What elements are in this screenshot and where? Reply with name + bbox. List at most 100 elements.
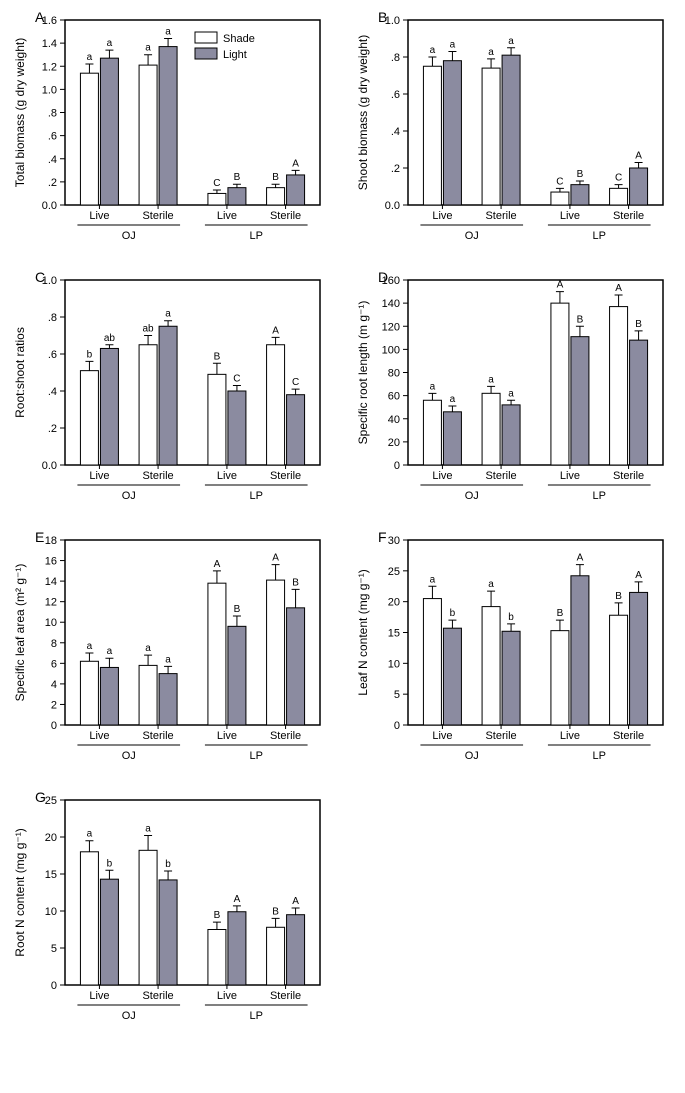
- y-axis-title: Specific leaf area (m² g⁻¹): [13, 564, 27, 702]
- svg-text:B: B: [214, 351, 221, 362]
- bar-light: [502, 55, 520, 205]
- svg-text:a: a: [145, 43, 151, 54]
- x-sub-label: Sterile: [270, 470, 301, 482]
- legend-swatch-shade: [195, 32, 217, 43]
- bar-shade: [550, 303, 568, 465]
- bar-light: [287, 608, 305, 725]
- x-sub-label: Sterile: [142, 470, 173, 482]
- x-main-label: LP: [592, 750, 605, 762]
- x-main-label: LP: [592, 230, 605, 242]
- bar-light: [443, 61, 461, 205]
- svg-text:.6: .6: [48, 131, 57, 143]
- svg-text:C: C: [213, 178, 220, 189]
- bar-shade: [423, 400, 441, 465]
- x-sub-label: Sterile: [142, 990, 173, 1002]
- panel-D: 020406080100120140160Specific root lengt…: [353, 270, 676, 520]
- svg-text:a: a: [165, 309, 171, 320]
- y-axis-title: Shoot biomass (g dry weight): [356, 35, 370, 190]
- bar-light: [100, 58, 118, 205]
- x-sub-label: Live: [559, 470, 579, 482]
- svg-text:0: 0: [393, 460, 399, 472]
- x-sub-label: Live: [217, 210, 237, 222]
- x-main-label: OJ: [122, 1010, 136, 1022]
- chart-panel-D: 020406080100120140160Specific root lengt…: [353, 270, 673, 520]
- bar-shade: [550, 192, 568, 205]
- bar-shade: [139, 850, 157, 985]
- bar-light: [502, 631, 520, 725]
- x-sub-label: Live: [217, 470, 237, 482]
- bar-light: [159, 47, 177, 205]
- x-sub-label: Live: [432, 470, 452, 482]
- panel-letter: F: [378, 530, 387, 545]
- x-sub-label: Sterile: [270, 990, 301, 1002]
- svg-text:20: 20: [45, 832, 57, 844]
- bar-shade: [482, 68, 500, 205]
- svg-text:140: 140: [381, 298, 399, 310]
- svg-text:15: 15: [387, 628, 399, 640]
- svg-text:5: 5: [393, 689, 399, 701]
- panel-C: 0.0.2.4.6.81.0Root:shoot ratiosCbabLivea…: [10, 270, 333, 520]
- svg-text:a: a: [87, 641, 93, 652]
- svg-text:C: C: [233, 373, 240, 384]
- svg-text:18: 18: [45, 535, 57, 547]
- bar-shade: [423, 599, 441, 725]
- bar-light: [443, 628, 461, 725]
- bar-shade: [208, 583, 226, 725]
- svg-text:b: b: [508, 612, 514, 623]
- panel-letter: D: [378, 270, 388, 285]
- bar-shade: [267, 580, 285, 725]
- svg-text:a: a: [508, 388, 514, 399]
- bar-shade: [482, 393, 500, 465]
- svg-text:.8: .8: [48, 108, 57, 120]
- x-sub-label: Sterile: [612, 470, 643, 482]
- svg-text:1.2: 1.2: [42, 61, 57, 73]
- bar-shade: [482, 607, 500, 725]
- svg-text:.2: .2: [48, 177, 57, 189]
- svg-text:0.0: 0.0: [384, 200, 399, 212]
- x-sub-label: Live: [432, 730, 452, 742]
- svg-text:a: a: [107, 646, 113, 657]
- svg-text:A: A: [576, 553, 583, 564]
- panel-letter: A: [35, 10, 45, 25]
- svg-text:120: 120: [381, 321, 399, 333]
- bar-light: [502, 405, 520, 465]
- x-sub-label: Live: [89, 210, 109, 222]
- bar-light: [287, 175, 305, 205]
- svg-text:A: A: [635, 150, 642, 161]
- x-main-label: OJ: [464, 490, 478, 502]
- x-main-label: LP: [250, 1010, 263, 1022]
- svg-text:A: A: [292, 896, 299, 907]
- svg-text:25: 25: [387, 566, 399, 578]
- panel-F: 051015202530Leaf N content (mg g⁻¹)FabLi…: [353, 530, 676, 780]
- svg-text:.8: .8: [390, 52, 399, 64]
- svg-text:1.0: 1.0: [42, 84, 57, 96]
- bar-shade: [609, 188, 627, 205]
- bar-shade: [139, 345, 157, 465]
- svg-text:a: a: [145, 643, 151, 654]
- svg-text:a: a: [488, 374, 494, 385]
- x-main-label: LP: [592, 490, 605, 502]
- svg-text:ab: ab: [143, 324, 155, 335]
- x-sub-label: Live: [559, 210, 579, 222]
- bar-light: [570, 185, 588, 205]
- x-sub-label: Sterile: [270, 730, 301, 742]
- x-sub-label: Live: [89, 470, 109, 482]
- bar-shade: [208, 930, 226, 986]
- svg-text:.2: .2: [390, 163, 399, 175]
- svg-text:30: 30: [387, 535, 399, 547]
- svg-text:B: B: [615, 591, 622, 602]
- svg-text:.4: .4: [390, 126, 399, 138]
- svg-text:B: B: [576, 169, 583, 180]
- svg-text:10: 10: [387, 658, 399, 670]
- bar-light: [100, 348, 118, 465]
- x-main-label: LP: [250, 230, 263, 242]
- svg-text:B: B: [214, 910, 221, 921]
- svg-text:B: B: [234, 604, 241, 615]
- svg-text:A: A: [615, 283, 622, 294]
- x-main-label: OJ: [122, 490, 136, 502]
- legend-label-shade: Shade: [223, 33, 255, 45]
- svg-text:B: B: [556, 608, 563, 619]
- svg-text:B: B: [576, 314, 583, 325]
- x-sub-label: Sterile: [270, 210, 301, 222]
- svg-text:a: a: [429, 574, 435, 585]
